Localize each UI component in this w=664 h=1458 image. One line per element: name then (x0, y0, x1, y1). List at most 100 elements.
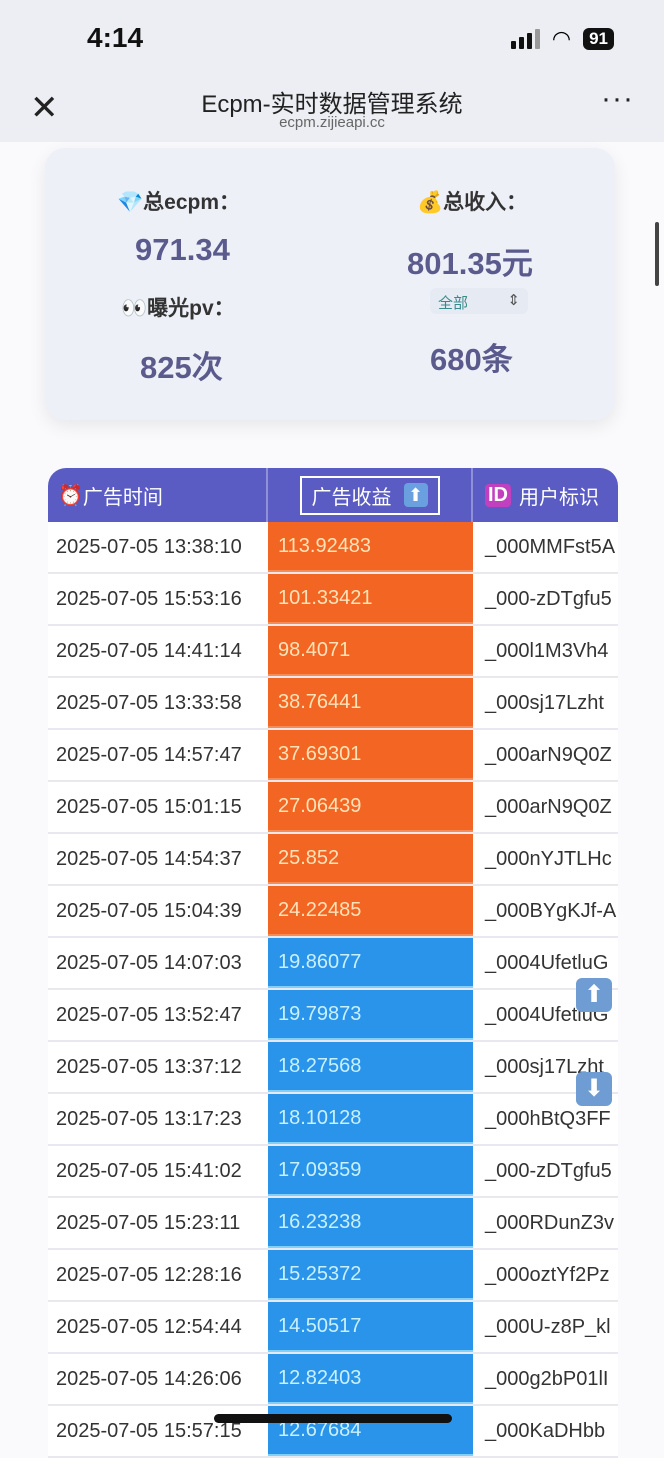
cell-revenue: 17.09359 (268, 1146, 473, 1196)
cell-revenue: 38.76441 (268, 678, 473, 728)
cell-time: 2025-07-05 14:54:37 (56, 847, 242, 870)
cell-revenue: 27.06439 (268, 782, 473, 832)
table-row[interactable]: 2025-07-05 15:04:39 24.22485 _000BYgKJf-A (48, 886, 618, 938)
cell-time: 2025-07-05 13:38:10 (56, 535, 242, 558)
table-row[interactable]: 2025-07-05 13:38:10 113.92483 _000MMFst5A (48, 522, 618, 574)
pv-value: 825次 (140, 350, 223, 385)
table-row[interactable]: 2025-07-05 14:41:14 98.4071 _000l1M3Vh4 (48, 626, 618, 678)
cell-revenue: 19.79873 (268, 990, 473, 1040)
wifi-icon: ◠ (551, 26, 572, 51)
table-row[interactable]: 2025-07-05 13:17:23 18.10128 _000hBtQ3FF (48, 1094, 618, 1146)
clock: 4:14 (87, 22, 144, 53)
cell-time: 2025-07-05 15:53:16 (56, 587, 242, 610)
pv-label: 👀曝光pv： (121, 297, 235, 320)
close-icon[interactable]: ✕ (30, 89, 59, 127)
header-revenue[interactable]: 广告收益 ⬆ (268, 468, 473, 522)
table-row[interactable]: 2025-07-05 15:23:11 16.23238 _000RDunZ3v (48, 1198, 618, 1250)
cell-revenue: 113.92483 (268, 522, 473, 572)
cell-user: _000sj17Lzht (485, 1055, 604, 1078)
cell-user: _000BYgKJf-A (485, 899, 617, 922)
table-header: ⏰ 广告时间 广告收益 ⬆ ID 用户标识 (48, 468, 618, 522)
cell-revenue: 18.10128 (268, 1094, 473, 1144)
summary-card: 💎总ecpm： 971.34 💰总收入： 801.35元 👀曝光pv： 825次… (45, 148, 615, 420)
ecpm-label: 💎总ecpm： (117, 191, 241, 214)
table-row[interactable]: 2025-07-05 13:37:12 18.27568 _000sj17Lzht (48, 1042, 618, 1094)
count-value: 680条 (430, 342, 513, 377)
cell-user: _000l1M3Vh4 (485, 639, 609, 662)
cell-time: 2025-07-05 12:54:44 (56, 1315, 242, 1338)
cell-user: _000oztYf2Pz (485, 1263, 610, 1286)
cell-user: _000-zDTgfu5 (485, 587, 612, 610)
chevron-updown-icon: ⇕ (507, 292, 520, 309)
table-row[interactable]: 2025-07-05 14:57:47 37.69301 _000arN9Q0Z (48, 730, 618, 782)
table-row[interactable]: 2025-07-05 15:01:15 27.06439 _000arN9Q0Z (48, 782, 618, 834)
cell-revenue: 19.86077 (268, 938, 473, 988)
alarm-clock-icon: ⏰ (58, 484, 83, 507)
cell-user: _000arN9Q0Z (485, 743, 612, 766)
cell-user: _000sj17Lzht (485, 691, 604, 714)
header-time[interactable]: ⏰ 广告时间 (48, 468, 268, 522)
filter-select[interactable]: 全部 ⇕ (430, 288, 528, 314)
cell-time: 2025-07-05 13:52:47 (56, 1003, 242, 1026)
cell-revenue: 15.25372 (268, 1250, 473, 1300)
cell-revenue: 18.27568 (268, 1042, 473, 1092)
sort-up-icon: ⬆ (403, 483, 428, 507)
id-icon: ID (485, 483, 511, 507)
cell-time: 2025-07-05 13:37:12 (56, 1055, 242, 1078)
income-value: 801.35元 (407, 246, 533, 281)
table-row[interactable]: 2025-07-05 12:28:16 15.25372 _000oztYf2Pz (48, 1250, 618, 1302)
more-icon[interactable]: ··· (601, 82, 634, 115)
cell-time: 2025-07-05 15:23:11 (56, 1211, 241, 1234)
cell-user: _000MMFst5A (485, 535, 616, 558)
cell-user: _000RDunZ3v (485, 1211, 614, 1234)
scrollbar[interactable] (655, 222, 659, 286)
income-label: 💰总收入： (417, 191, 528, 214)
cell-time: 2025-07-05 14:57:47 (56, 743, 242, 766)
cell-revenue: 24.22485 (268, 886, 473, 936)
diamond-icon: 💎 (117, 191, 144, 214)
scroll-top-button[interactable]: ⬆ (576, 978, 612, 1012)
cell-user: _000nYJTLHc (485, 847, 612, 870)
page-title: Ecpm-实时数据管理系统 (201, 91, 463, 118)
cell-revenue: 12.82403 (268, 1354, 473, 1404)
cell-time: 2025-07-05 14:41:14 (56, 639, 242, 662)
cell-user: _000hBtQ3FF (485, 1107, 611, 1130)
table-row[interactable]: 2025-07-05 14:26:06 12.82403 _000g2bP01lI (48, 1354, 618, 1406)
cell-user: _000arN9Q0Z (485, 795, 612, 818)
cell-user: _000KaDHbb (485, 1419, 606, 1442)
cell-time: 2025-07-05 13:17:23 (56, 1107, 242, 1130)
home-indicator (214, 1414, 452, 1423)
scroll-bottom-button[interactable]: ⬇ (576, 1072, 612, 1106)
cell-time: 2025-07-05 12:28:16 (56, 1263, 242, 1286)
cell-revenue: 37.69301 (268, 730, 473, 780)
cell-time: 2025-07-05 15:57:15 (56, 1419, 242, 1442)
ecpm-value: 971.34 (135, 232, 230, 267)
cell-revenue: 16.23238 (268, 1198, 473, 1248)
cell-time: 2025-07-05 14:07:03 (56, 951, 242, 974)
eyes-icon: 👀 (121, 297, 148, 320)
table-row[interactable]: 2025-07-05 15:53:16 101.33421 _000-zDTgfu5 (48, 574, 618, 626)
cell-user: _0004UfetluG (485, 951, 609, 974)
cell-time: 2025-07-05 15:41:02 (56, 1159, 242, 1182)
page-url: ecpm.zijieapi.cc (279, 114, 385, 131)
cell-time: 2025-07-05 15:04:39 (56, 899, 242, 922)
cell-time: 2025-07-05 14:26:06 (56, 1367, 242, 1390)
cell-user: _000U-z8P_kl (485, 1315, 611, 1338)
battery-icon: 91 (583, 28, 614, 50)
header-user[interactable]: ID 用户标识 (473, 468, 618, 522)
cell-revenue: 101.33421 (268, 574, 473, 624)
cell-time: 2025-07-05 13:33:58 (56, 691, 242, 714)
cell-revenue: 25.852 (268, 834, 473, 884)
table-row[interactable]: 2025-07-05 15:41:02 17.09359 _000-zDTgfu5 (48, 1146, 618, 1198)
table-row[interactable]: 2025-07-05 14:07:03 19.86077 _0004UfetluG (48, 938, 618, 990)
table-row[interactable]: 2025-07-05 14:54:37 25.852 _000nYJTLHc (48, 834, 618, 886)
table-row[interactable]: 2025-07-05 12:54:44 14.50517 _000U-z8P_kl (48, 1302, 618, 1354)
money-bag-icon: 💰 (417, 191, 444, 214)
cell-user: _000-zDTgfu5 (485, 1159, 612, 1182)
table-row[interactable]: 2025-07-05 13:33:58 38.76441 _000sj17Lzht (48, 678, 618, 730)
signal-icon (510, 29, 540, 49)
table-row[interactable]: 2025-07-05 13:52:47 19.79873 _0004UfetluG (48, 990, 618, 1042)
cell-revenue: 98.4071 (268, 626, 473, 676)
data-table: ⏰ 广告时间 广告收益 ⬆ ID 用户标识 2025-07-05 13:38:10 11… (48, 468, 618, 1458)
cell-user: _000g2bP01lI (485, 1367, 609, 1390)
